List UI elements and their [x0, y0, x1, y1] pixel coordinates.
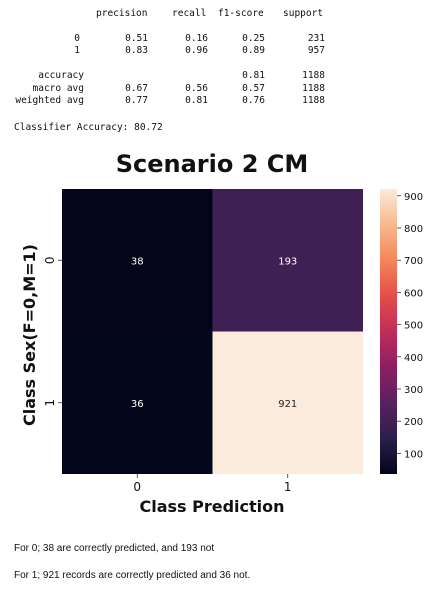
row-recall: 0.16: [185, 33, 208, 44]
avg-support: 1188: [302, 95, 325, 106]
caption-class-1: For 1; 921 records are correctly predict…: [14, 570, 251, 581]
row-f1: 0.89: [242, 45, 265, 56]
confusion-matrix-chart: Scenario 2 CM 38 193 36 921 0 1 0 1 Class Pre…: [20, 150, 423, 516]
colorbar-tick-label: 400: [404, 353, 423, 364]
x-tick-label: 1: [284, 480, 292, 494]
cell-value-label: 193: [278, 256, 297, 267]
avg-recall: 0.56: [185, 83, 208, 94]
heatmap-cell: [62, 331, 213, 474]
accuracy-label: accuracy: [38, 70, 84, 81]
colorbar-tick-label: 600: [404, 288, 423, 299]
header-support: support: [283, 8, 324, 19]
accuracy-f1: 0.81: [242, 70, 265, 81]
y-axis-label: Class Sex(F=0,M=1): [20, 244, 39, 426]
classification-report: precision recall f1-score support 0 0.51…: [0, 0, 436, 140]
cell-value-label: 36: [131, 399, 144, 410]
row-recall: 0.96: [185, 45, 208, 56]
caption-class-0: For 0; 38 are correctly predicted, and 1…: [14, 543, 215, 554]
row-label: 1: [74, 45, 80, 56]
colorbar-tick-label: 800: [404, 224, 423, 235]
colorbar-tick-label: 500: [404, 321, 423, 332]
avg-f1: 0.76: [242, 95, 265, 106]
header-recall: recall: [172, 8, 207, 19]
avg-label: macro avg: [32, 83, 84, 94]
accuracy-support: 1188: [302, 70, 325, 81]
colorbar-tick-label: 900: [404, 192, 423, 203]
heatmap-cell: [212, 189, 363, 332]
avg-support: 1188: [302, 83, 325, 94]
x-axis-label: Class Prediction: [139, 497, 284, 516]
colorbar-tick-label: 200: [404, 417, 423, 428]
cell-value-label: 38: [131, 256, 144, 267]
colorbar-tick-label: 100: [404, 449, 423, 460]
avg-precision: 0.67: [125, 83, 148, 94]
header-precision: precision: [96, 8, 148, 19]
row-precision: 0.83: [125, 45, 148, 56]
x-tick-label: 0: [133, 480, 141, 494]
heatmap-cell: [62, 189, 213, 332]
cell-value-label: 921: [278, 399, 297, 410]
row-precision: 0.51: [125, 33, 148, 44]
avg-recall: 0.81: [185, 95, 208, 106]
colorbar: [380, 189, 397, 474]
classifier-accuracy: Classifier Accuracy: 80.72: [14, 122, 163, 133]
y-tick-label: 1: [43, 399, 57, 407]
avg-f1: 0.57: [242, 83, 265, 94]
avg-precision: 0.77: [125, 95, 148, 106]
row-support: 957: [307, 45, 325, 56]
header-f1-score: f1-score: [218, 8, 264, 19]
avg-label: weighted avg: [15, 95, 84, 106]
colorbar-tick-label: 300: [404, 385, 423, 396]
chart-title: Scenario 2 CM: [116, 150, 309, 178]
colorbar-tick-label: 700: [404, 256, 423, 267]
row-label: 0: [74, 33, 80, 44]
row-f1: 0.25: [242, 33, 265, 44]
heatmap-cell: [212, 331, 363, 474]
row-support: 231: [307, 33, 325, 44]
y-tick-label: 0: [43, 256, 57, 264]
